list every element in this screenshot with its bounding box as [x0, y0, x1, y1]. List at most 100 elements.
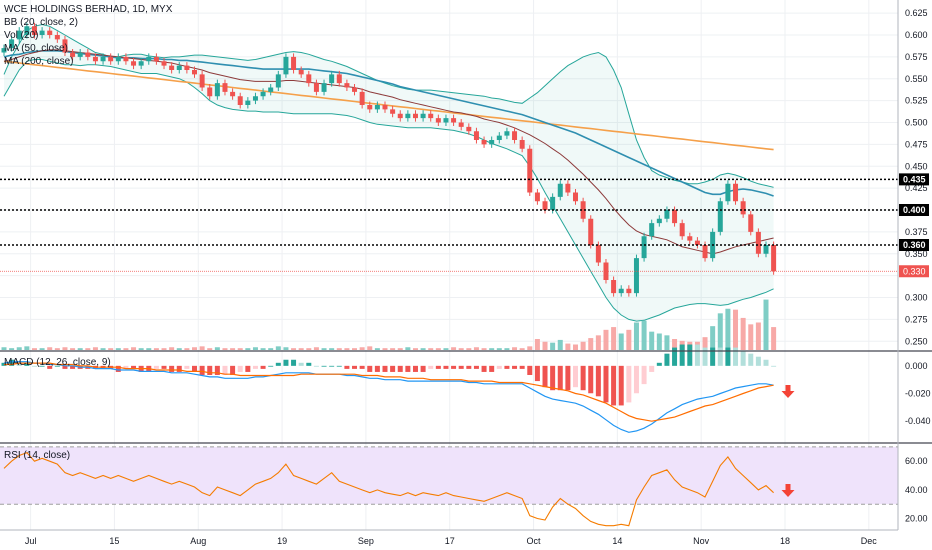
macd-hist-bar: [626, 365, 632, 403]
macd-hist-bar: [306, 362, 312, 366]
volume-bar: [504, 348, 510, 350]
candle-body: [512, 131, 518, 140]
price-tick-label: 0.300: [905, 293, 928, 303]
macd-hist-bar: [710, 347, 716, 366]
volume-bar: [451, 347, 457, 350]
candle-body: [367, 105, 373, 110]
macd-hist-bar: [428, 365, 434, 369]
volume-bar: [603, 329, 609, 350]
candle-body: [352, 87, 358, 92]
macd-hist-bar: [527, 365, 533, 375]
macd-hist-bar: [252, 365, 258, 369]
macd-hist-bar: [39, 365, 45, 367]
volume-bar: [207, 348, 213, 350]
volume-bar: [550, 342, 556, 350]
macd-hist-bar: [115, 365, 121, 372]
volume-bar: [146, 348, 152, 350]
volume-bar: [123, 348, 129, 350]
macd-hist-bar: [595, 365, 601, 397]
volume-bar: [443, 348, 449, 350]
candle-body: [252, 96, 258, 101]
macd-label: MACD (12, 26, close, 9): [4, 357, 111, 368]
volume-bar: [420, 348, 426, 350]
volume-bar: [230, 348, 236, 350]
macd-hist-bar: [382, 365, 388, 372]
volume-bar: [611, 327, 617, 350]
volume-bar: [153, 348, 159, 350]
bb-fill: [4, 24, 774, 322]
candle-body: [542, 201, 548, 210]
volume-bar: [656, 333, 662, 350]
candle-body: [313, 83, 319, 92]
candle-body: [62, 39, 68, 53]
candle-body: [519, 140, 525, 149]
volume-bar: [740, 317, 746, 350]
time-tick-label: 15: [109, 536, 119, 546]
candle-body: [489, 140, 495, 145]
rsi-band: [0, 446, 898, 505]
candle-body: [557, 183, 563, 197]
macd-hist-bar: [649, 365, 655, 372]
macd-hist-bar: [573, 365, 578, 388]
candle-body: [169, 65, 175, 70]
volume-bar: [428, 348, 434, 350]
macd-lines: [1, 344, 777, 433]
macd-hist-bar: [717, 347, 723, 366]
price-tick-label: 0.525: [905, 96, 928, 106]
macd-hist-bar: [512, 365, 518, 369]
macd-hist-bar: [336, 365, 342, 367]
macd-hist-bar: [611, 365, 617, 406]
volume-bar: [131, 347, 137, 350]
candle-body: [230, 91, 236, 97]
volume-bar: [24, 346, 30, 350]
macd-hist-bar: [321, 365, 327, 367]
candle-body: [184, 65, 190, 70]
macd-hist-bar: [679, 344, 685, 366]
candle-body: [359, 91, 365, 105]
volume-bar: [512, 347, 518, 350]
volume-bar: [329, 348, 335, 350]
price-axis[interactable]: 0.250 0.275 0.300 0.350 0.375 0.425 0.450 0.475…: [899, 8, 931, 524]
candle-body: [16, 30, 22, 40]
macd-hist-bar: [16, 362, 22, 366]
volume-bar: [435, 348, 441, 350]
candle-body: [763, 245, 769, 254]
candle-body: [199, 74, 205, 88]
volume-bar: [260, 348, 266, 350]
candle-body: [588, 218, 594, 245]
macd-hist-bar: [519, 365, 525, 369]
candle-body: [481, 140, 487, 145]
candle-body: [679, 223, 685, 237]
candle-body: [496, 135, 502, 140]
bb-upper-line: [3, 23, 774, 188]
macd-hist-bar: [268, 365, 274, 367]
candle-body: [336, 74, 342, 84]
candle-body: [611, 280, 617, 294]
time-axis[interactable]: Jul15Aug19Sep17Oct14Nov18Dec16: [25, 536, 932, 546]
volume-bar: [306, 348, 312, 350]
volume-bar: [54, 348, 60, 350]
volume-bar: [672, 339, 678, 350]
volume-bar: [390, 348, 396, 350]
macd-hist-bar: [733, 347, 739, 366]
candle-body: [222, 83, 228, 92]
macd-hist-bar: [565, 365, 571, 391]
volume-bar: [489, 348, 495, 350]
macd-hist-bar: [755, 356, 761, 366]
volume-bar: [458, 348, 464, 350]
volume-bars: [1, 299, 777, 350]
volume-bar: [763, 299, 769, 350]
volume-bar: [115, 348, 121, 350]
time-tick-label: Oct: [527, 536, 542, 546]
candle-body: [161, 61, 167, 66]
price-tick-label: 0.350: [905, 249, 928, 259]
macd-hist-bar: [618, 365, 624, 406]
candle-body: [580, 201, 586, 219]
indicator-vol: Vol (20): [4, 30, 39, 41]
candle-body: [108, 56, 114, 62]
candle-body: [100, 56, 106, 62]
candle-body: [748, 214, 754, 232]
volume-bar: [62, 347, 68, 350]
candle-body: [329, 74, 335, 84]
